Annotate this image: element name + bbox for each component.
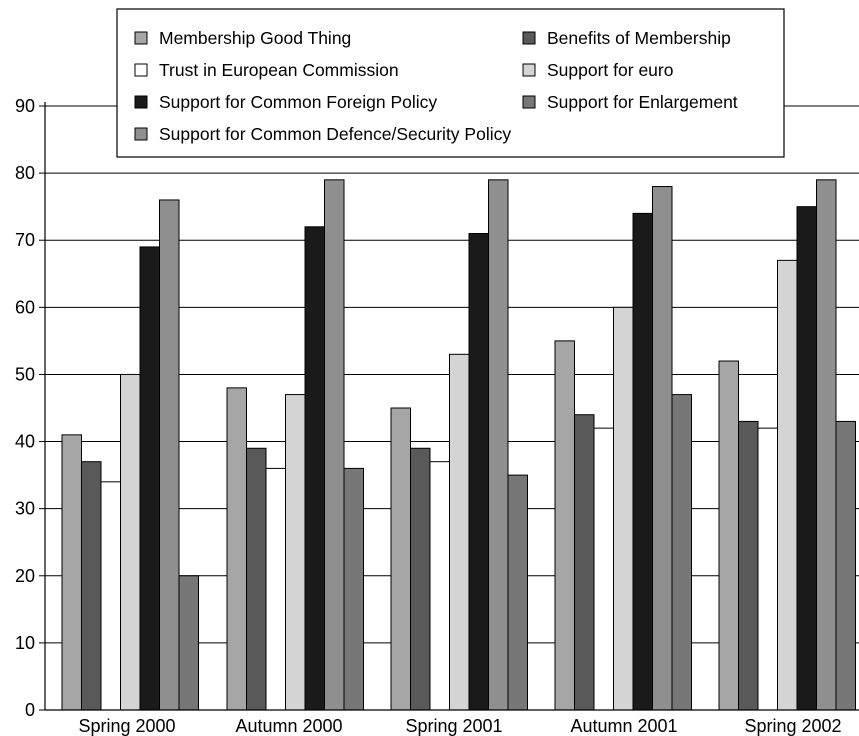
bar — [488, 179, 509, 711]
bar — [507, 474, 528, 711]
bar — [449, 353, 470, 711]
y-tick-label: 80 — [15, 163, 35, 183]
bar — [468, 233, 489, 711]
bar — [390, 407, 411, 711]
bar — [285, 394, 306, 711]
bar — [796, 206, 817, 711]
bar — [757, 427, 778, 711]
legend-swatch — [134, 95, 148, 109]
bar — [100, 481, 121, 711]
x-tick-label: Spring 2000 — [78, 716, 175, 736]
x-tick-label: Spring 2002 — [744, 716, 841, 736]
bar — [632, 212, 653, 711]
axes — [44, 102, 859, 711]
legend-swatch — [134, 63, 148, 77]
bar — [671, 394, 692, 711]
legend-label: Support for Common Defence/Security Poli… — [159, 124, 511, 144]
y-tick-label: 40 — [15, 432, 35, 452]
bar — [265, 467, 286, 711]
bar — [246, 447, 267, 711]
y-tick-label: 20 — [15, 566, 35, 586]
bar — [613, 306, 634, 711]
bar — [593, 427, 614, 711]
legend-label: Membership Good Thing — [159, 28, 351, 48]
y-tick-label: 10 — [15, 633, 35, 653]
y-tick-label: 60 — [15, 297, 35, 317]
y-tick-label: 30 — [15, 499, 35, 519]
bar — [61, 434, 82, 711]
bar — [159, 199, 180, 711]
bar — [178, 575, 199, 711]
bar — [226, 387, 247, 711]
bars — [61, 179, 856, 711]
legend: Membership Good Thing Benefits of Members… — [116, 8, 785, 158]
legend-label: Support for Enlargement — [547, 92, 738, 112]
bar — [139, 246, 160, 711]
bar — [652, 186, 673, 711]
x-tick-label: Spring 2001 — [405, 716, 502, 736]
y-tick-label: 90 — [15, 96, 35, 116]
bar — [835, 420, 856, 711]
x-axis-labels: Spring 2000 Autumn 2000 Spring 2001 Autumn … — [78, 716, 841, 736]
bar — [120, 373, 141, 711]
legend-swatch — [522, 95, 536, 109]
legend-swatch — [522, 63, 536, 77]
bar — [777, 259, 798, 711]
bar — [738, 420, 759, 711]
bar — [304, 226, 325, 711]
bar — [429, 461, 450, 711]
x-tick-label: Autumn 2001 — [570, 716, 677, 736]
bar — [324, 179, 345, 711]
y-tick-label: 0 — [25, 700, 35, 720]
bar — [410, 447, 431, 711]
bar — [343, 467, 364, 711]
legend-swatch — [134, 127, 148, 141]
bar — [816, 179, 837, 711]
x-tick-label: Autumn 2000 — [235, 716, 342, 736]
bar — [574, 414, 595, 711]
bar — [554, 340, 575, 711]
legend-swatch — [134, 31, 148, 45]
legend-label: Trust in European Commission — [159, 60, 399, 80]
legend-label: Support for Common Foreign Policy — [159, 92, 437, 112]
legend-box — [116, 8, 785, 158]
bar — [718, 360, 739, 711]
y-tick-label: 70 — [15, 230, 35, 250]
bar — [81, 461, 102, 711]
legend-label: Support for euro — [547, 60, 673, 80]
y-axis-ticks: 0 10 20 30 40 50 60 70 80 90 — [15, 96, 45, 720]
legend-swatch — [522, 31, 536, 45]
legend-label: Benefits of Membership — [547, 28, 731, 48]
y-tick-label: 50 — [15, 364, 35, 384]
